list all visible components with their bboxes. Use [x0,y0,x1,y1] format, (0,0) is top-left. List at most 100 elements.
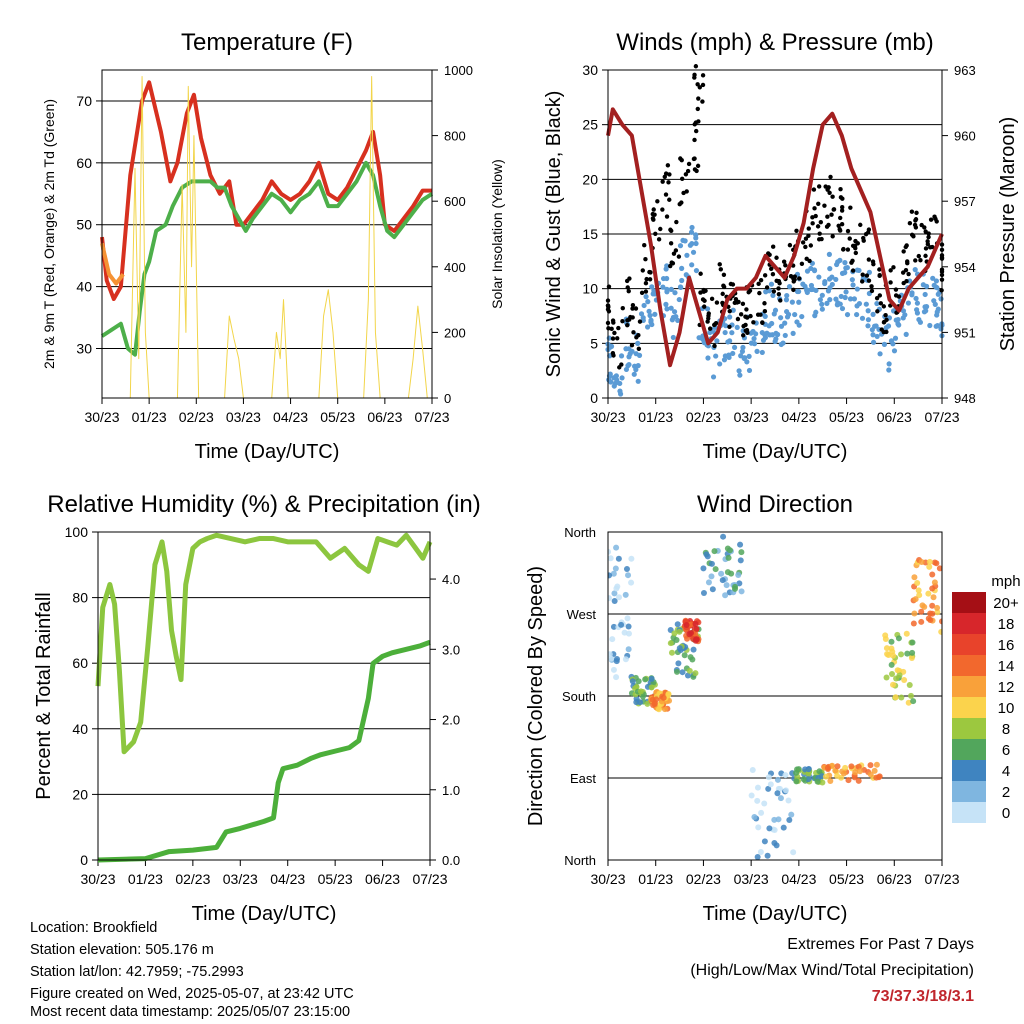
legend-label: 2 [1002,784,1010,801]
direction-point [629,678,636,685]
direction-point [908,654,915,661]
wind-point [746,367,753,374]
legend-swatch [952,655,986,676]
y-tick-label: 100 [65,524,89,540]
wind-point [792,311,798,318]
direction-point [681,652,688,659]
wind-point [927,322,933,329]
direction-point [728,570,735,577]
y-tick-label: 20 [72,786,88,802]
wind-point [914,307,920,313]
x-tick-label: 02/23 [179,409,214,425]
wind-point [681,190,686,196]
wind-point [789,299,795,305]
legend-label: 8 [1002,721,1010,738]
direction-point [736,580,743,587]
wind-point [660,284,666,290]
series-line-3 [129,76,428,399]
wind-point [850,243,856,249]
chart-title: Relative Humidity (%) & Precipitation (i… [47,491,480,518]
direction-point [931,579,938,586]
wind-point [827,266,833,272]
wind-point [840,196,845,201]
direction-point [674,621,681,628]
direction-point [676,628,683,635]
direction-point [612,565,619,572]
wind-point [647,277,653,282]
series-1 [605,64,945,370]
direction-point [615,555,622,562]
wind-point [783,263,788,268]
wind-point [687,242,693,248]
wind-point [660,179,665,184]
direction-point [613,544,620,551]
x-tick-label: 06/23 [877,409,912,425]
wind-point [700,99,705,104]
y2-axis-label: Solar Insolation (Yellow) [489,159,505,309]
wind-point [760,320,765,326]
wind-point [808,282,815,289]
direction-point [624,615,631,622]
wind-point [861,238,866,243]
direction-point [611,597,618,604]
wind-point [934,323,941,329]
wind-point [607,371,613,377]
wind-point [883,325,889,331]
wind-point [826,185,831,190]
wind-point [606,377,612,383]
wind-point [785,311,792,318]
wind-point [877,293,883,298]
wind-point [637,319,643,324]
direction-point [684,672,691,679]
wind-point [623,346,629,352]
wind-point [738,353,744,359]
wind-point [838,215,843,221]
chart-wind_direction: Wind Direction Time (Day/UTC) Direction (C… [525,491,1021,925]
direction-point [814,778,821,785]
wind-point [874,333,880,340]
plot-frame [97,531,431,861]
direction-point [764,852,771,859]
wind-point [932,301,938,307]
direction-point [777,795,784,802]
wind-point [933,216,938,222]
wind-point [854,311,860,318]
direction-point [655,706,662,713]
direction-point [633,684,640,691]
direction-point [622,591,629,598]
wind-point [676,296,682,303]
wind-point [903,244,908,250]
wind-point [671,309,678,315]
wind-point [833,296,839,302]
wind-point [808,243,814,248]
wind-point [803,244,808,250]
wind-point [660,207,665,212]
direction-point [936,565,942,572]
direction-point [608,555,614,562]
wind-point [630,306,635,311]
wind-point [782,320,788,326]
wind-point [725,339,731,345]
legend-label: 14 [998,658,1015,675]
direction-point [693,625,700,632]
wind-point [919,222,924,228]
wind-point [750,328,756,335]
y-tick-label: 70 [76,93,92,109]
direction-point [622,656,629,663]
direction-point [637,699,644,706]
direction-point [754,797,761,804]
wind-point [656,237,662,242]
wind-point [874,300,880,307]
wind-point [676,254,682,259]
wind-point [854,286,860,292]
wind-point [792,274,798,279]
direction-point [676,645,683,652]
chart-humidity_precip: Relative Humidity (%) & Precipitation (i… [33,491,481,925]
wind-point [722,329,728,336]
wind-point [931,282,937,288]
wind-point [875,309,880,314]
direction-point [934,609,941,616]
wind-point [828,174,833,180]
wind-point [706,316,711,321]
wind-point [774,255,779,260]
